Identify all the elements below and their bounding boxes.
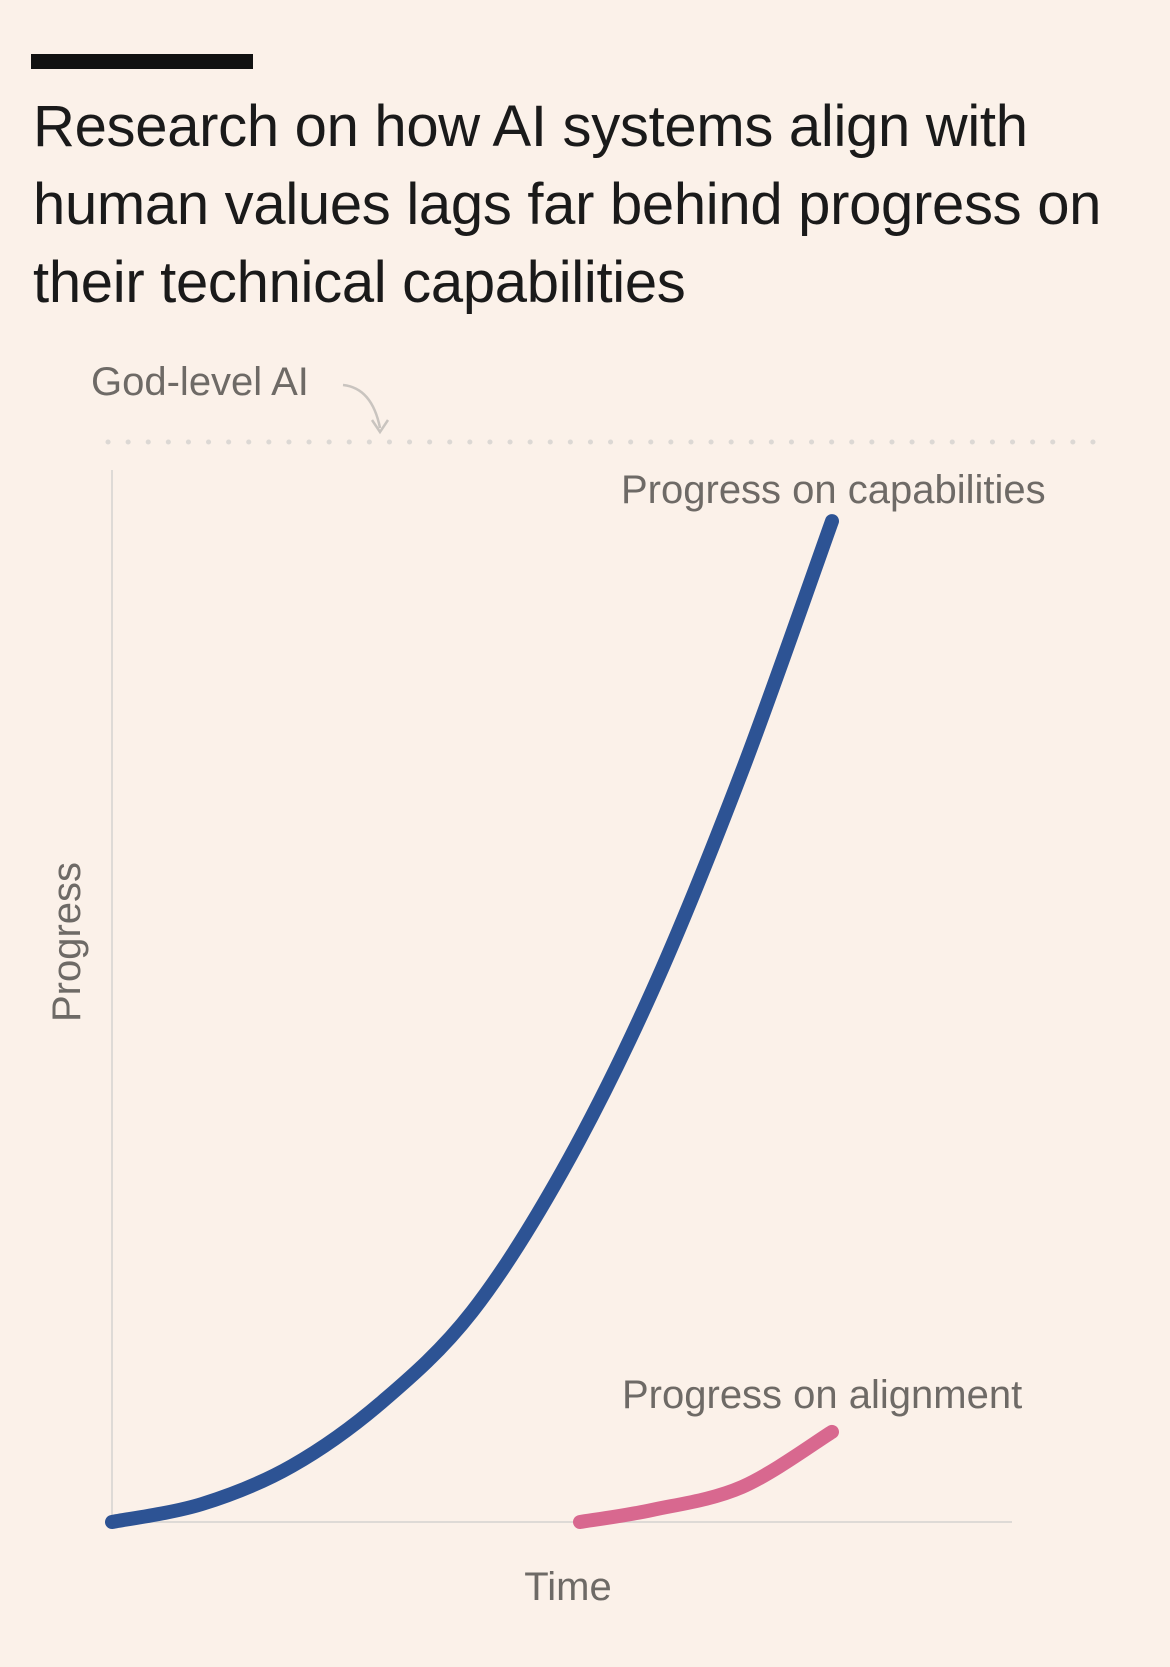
series-label-alignment: Progress on alignment (622, 1373, 1022, 1417)
god-level-label: God-level AI (91, 360, 309, 404)
series-line-alignment (573, 1424, 839, 1529)
header-rule (31, 54, 253, 69)
god-level-arrowhead (370, 419, 390, 435)
god-level-arrow (342, 383, 382, 429)
y-axis-label: Progress (45, 862, 89, 1022)
chart-title: Research on how AI systems align with hu… (33, 94, 1102, 315)
series-label-capabilities: Progress on capabilities (621, 468, 1046, 512)
series-line-capabilities (105, 514, 839, 1529)
x-axis-label: Time (524, 1565, 611, 1609)
